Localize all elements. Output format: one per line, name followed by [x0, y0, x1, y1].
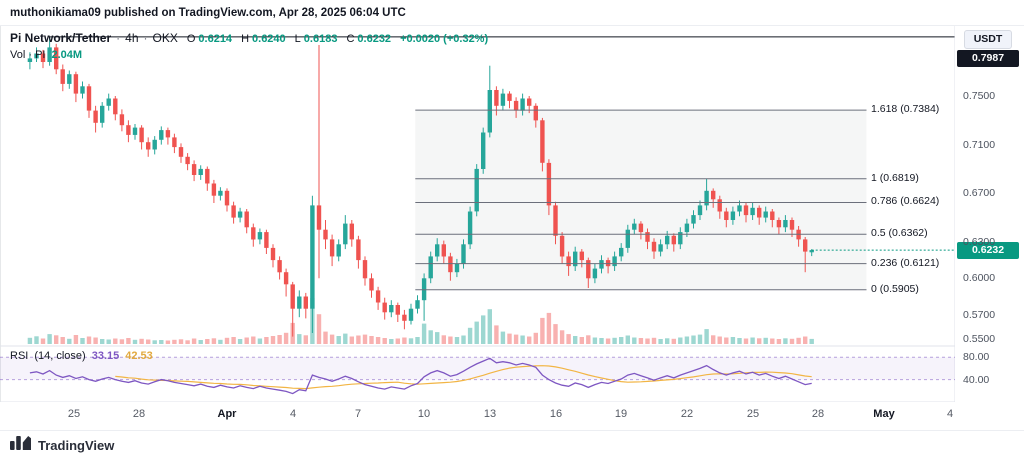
- ohlc-high: H 0.6240: [241, 33, 286, 45]
- price-tick-label: 0.5500: [963, 333, 996, 345]
- ohlc-close: C 0.6232: [346, 33, 391, 45]
- high-value: 0.6240: [252, 33, 286, 45]
- time-axis[interactable]: 25 28 Apr 4 7 10 13 16 19 22 25 28 May 4: [0, 402, 1024, 430]
- footer-bar: TradingView: [0, 430, 1024, 459]
- chart-canvas[interactable]: [0, 26, 1024, 430]
- attribution-text: muthonikiama09 published on TradingView.…: [10, 6, 406, 19]
- rsi-tick-label: 80.00: [963, 351, 990, 363]
- time-tick-label: 19: [614, 408, 628, 420]
- symbol-legend: Pi Network/Tether · 4h · OKX O 0.6214 H …: [10, 31, 488, 45]
- close-label: C: [346, 33, 355, 45]
- rsi-value: 33.15: [91, 350, 120, 362]
- volume-legend: Vol · PI 2.04M: [10, 49, 82, 61]
- attribution-bar: muthonikiama09 published on TradingView.…: [0, 0, 1024, 26]
- time-tick-label: 4: [946, 408, 954, 420]
- ohlc-low: L 0.6183: [295, 33, 338, 45]
- close-value: 0.6232: [357, 33, 392, 45]
- last-price-badge: 0.6232: [957, 242, 1019, 259]
- time-tick-label: 13: [483, 408, 497, 420]
- price-tick-label: 0.6700: [963, 187, 996, 199]
- price-tick-label: 0.5700: [963, 309, 996, 321]
- open-value: 0.6214: [198, 33, 233, 45]
- time-tick-label: 16: [549, 408, 563, 420]
- exchange-label: OKX: [152, 31, 178, 45]
- price-tick-label: 0.6300: [963, 236, 996, 248]
- time-tick-label: Apr: [217, 408, 237, 420]
- price-tick-label: 0.6000: [963, 272, 996, 284]
- price-tick-label: 0.7500: [963, 90, 996, 102]
- legend-separator: ·: [143, 31, 148, 45]
- time-tick-label: 10: [417, 408, 431, 420]
- time-tick-label: 4: [289, 408, 297, 420]
- time-tick-label: 25: [746, 408, 760, 420]
- time-tick-label: 28: [132, 408, 146, 420]
- price-tick-label: 0.7100: [963, 139, 996, 151]
- time-tick-label: May: [873, 408, 895, 420]
- open-label: O: [186, 33, 196, 45]
- rsi-legend: RSI (14, close) 33.15 42.53: [10, 350, 153, 362]
- legend-separator: ·: [116, 31, 121, 45]
- volume-value: 2.04M: [51, 49, 83, 61]
- tradingview-logo-icon[interactable]: [10, 435, 31, 455]
- rsi-params: (14, close): [34, 350, 86, 362]
- change-value: +0.0020 (+0.32%): [400, 33, 489, 45]
- high-price-badge: 0.7987: [957, 50, 1019, 67]
- rsi-ma-value: 42.53: [125, 350, 153, 362]
- rsi-tick-label: 40.00: [963, 374, 990, 386]
- time-tick-label: 7: [354, 408, 362, 420]
- time-tick-label: 22: [680, 408, 694, 420]
- symbol-name[interactable]: Pi Network/Tether: [10, 31, 112, 45]
- volume-label: Vol · PI: [10, 49, 46, 61]
- ohlc-open: O 0.6214: [187, 33, 232, 45]
- tradingview-brand[interactable]: TradingView: [38, 437, 115, 453]
- high-label: H: [241, 33, 250, 45]
- low-label: L: [294, 33, 301, 45]
- time-tick-label: 28: [811, 408, 825, 420]
- price-axis[interactable]: USDT 0.7987 0.6232 0.7500 0.7100 0.6700 0.6…: [955, 26, 1024, 430]
- currency-chip: USDT: [964, 30, 1012, 49]
- time-tick-label: 25: [67, 408, 81, 420]
- interval-label: 4h: [125, 31, 139, 45]
- low-value: 0.6183: [303, 33, 338, 45]
- rsi-name: RSI: [10, 350, 29, 362]
